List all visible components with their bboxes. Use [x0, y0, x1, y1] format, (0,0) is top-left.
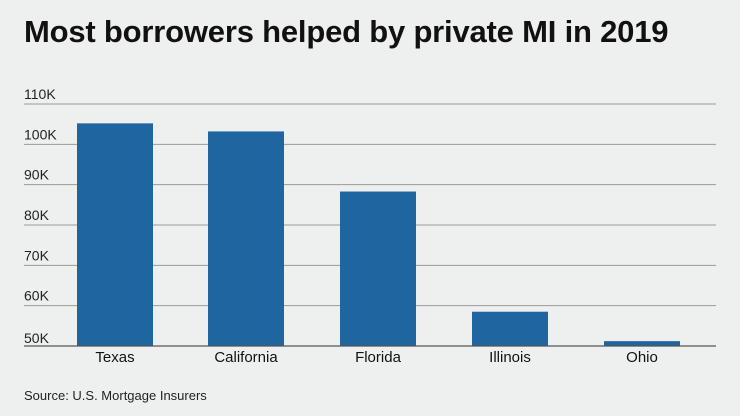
x-tick-label: Illinois: [489, 349, 531, 366]
x-tick-label: Texas: [95, 349, 134, 366]
y-tick-label: 90K: [24, 167, 50, 183]
y-tick-label: 50K: [24, 330, 50, 346]
bar-california: [208, 131, 284, 346]
x-tick-label: California: [214, 349, 278, 366]
y-tick-label: 100K: [24, 126, 57, 142]
x-tick-label: Ohio: [626, 349, 658, 366]
bar-florida: [340, 191, 416, 346]
bar-texas: [77, 123, 153, 346]
y-tick-label: 60K: [24, 288, 50, 304]
y-tick-label: 80K: [24, 207, 50, 223]
y-tick-label: 110K: [24, 86, 56, 102]
source-note: Source: U.S. Mortgage Insurers: [24, 388, 207, 403]
x-tick-label: Florida: [355, 349, 402, 366]
bar-illinois: [472, 311, 548, 346]
y-tick-label: 70K: [24, 247, 50, 263]
bar-ohio: [604, 341, 680, 346]
chart-title: Most borrowers helped by private MI in 2…: [24, 14, 669, 49]
